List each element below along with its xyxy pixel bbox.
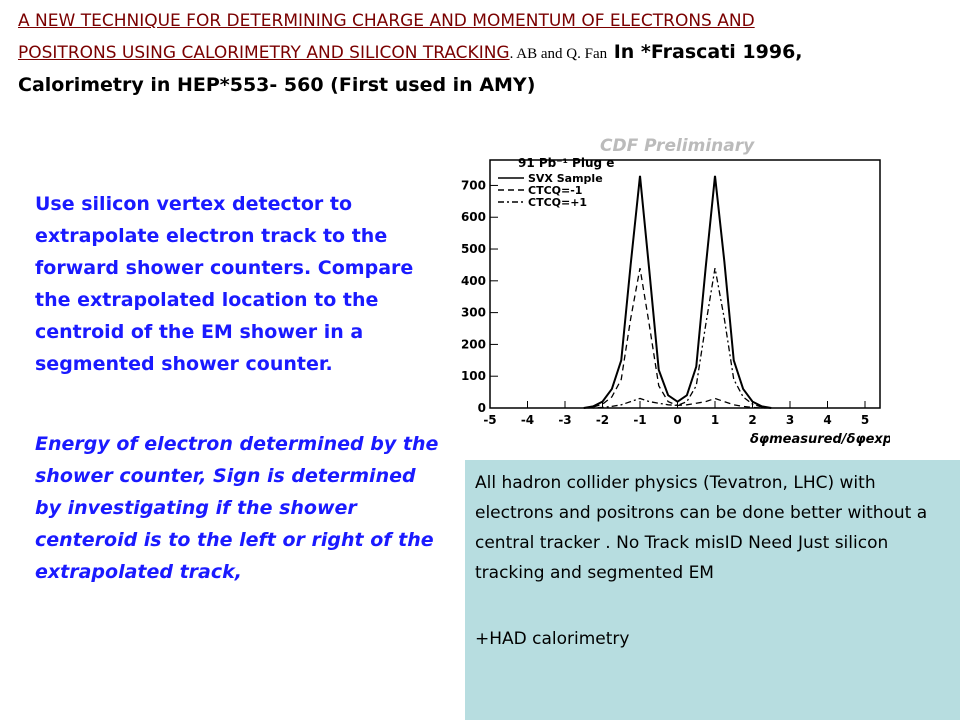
x-tick-label: 1 xyxy=(711,413,719,427)
reference: In *Frascati 1996, Calorimetry in HEP*55… xyxy=(18,41,803,96)
x-tick-label: 2 xyxy=(748,413,756,427)
y-tick-label: 400 xyxy=(461,274,486,288)
y-tick-label: 500 xyxy=(461,242,486,256)
x-tick-label: 0 xyxy=(673,413,681,427)
paragraph: Use silicon vertex detector to extrapola… xyxy=(35,193,414,375)
plot-frame xyxy=(489,159,881,409)
note-text: +HAD calorimetry xyxy=(475,629,630,649)
chart-title: CDF Preliminary xyxy=(600,136,755,156)
x-tick-label: -3 xyxy=(558,413,571,427)
y-tick-label: 300 xyxy=(461,306,486,320)
y-tick-label: 200 xyxy=(461,337,486,351)
x-tick-label: -4 xyxy=(521,413,534,427)
y-tick-label: 0 xyxy=(478,401,486,415)
data-line xyxy=(583,175,772,409)
y-tick-label: 700 xyxy=(461,178,486,192)
y-tick-label: 100 xyxy=(461,369,486,383)
title: A NEW TECHNIQUE FOR DETERMINING CHARGE A… xyxy=(18,11,755,63)
note-box: All hadron collider physics (Tevatron, L… xyxy=(465,460,960,720)
plot: CDF Preliminary 91 Pb⁻¹ Plug e δφmeasure… xyxy=(461,136,890,447)
x-tick-label: 4 xyxy=(823,413,831,427)
authors: . AB and Q. Fan xyxy=(509,46,608,62)
header: A NEW TECHNIQUE FOR DETERMINING CHARGE A… xyxy=(18,6,838,102)
subtitle: 91 Pb⁻¹ Plug e xyxy=(518,156,614,170)
data-line xyxy=(583,267,772,409)
x-tick-label: 3 xyxy=(786,413,794,427)
y-tick-label: 600 xyxy=(461,210,486,224)
x-tick-label: -1 xyxy=(633,413,646,427)
paragraph: Energy of electron determined by the sho… xyxy=(35,433,439,583)
x-tick-label: -5 xyxy=(483,413,496,427)
legend-label: CTCQ=-1 xyxy=(528,184,582,197)
legend-label: SVX Sample xyxy=(528,172,603,185)
legend-label: CTCQ=+1 xyxy=(528,196,587,209)
data-line xyxy=(583,267,772,409)
x-label: δφmeasured/δφexpected xyxy=(750,432,890,447)
note-text: All hadron collider physics (Tevatron, L… xyxy=(475,473,928,583)
x-tick-label: 5 xyxy=(861,413,869,427)
x-tick-label: -2 xyxy=(596,413,609,427)
